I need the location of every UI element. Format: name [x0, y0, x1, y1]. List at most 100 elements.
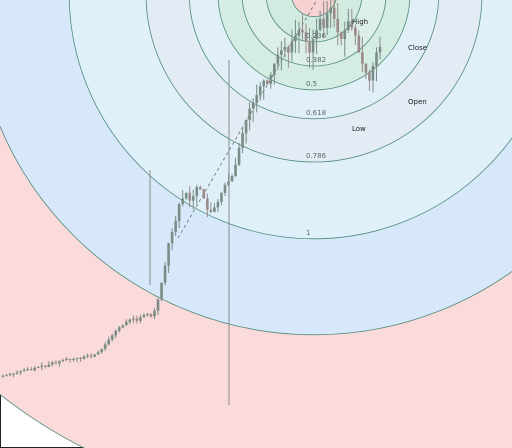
candle-body	[311, 39, 315, 53]
candle-body	[322, 18, 325, 28]
candle-body	[96, 352, 100, 355]
candle-body	[174, 220, 177, 233]
fib-level-label: 0.786	[306, 152, 327, 160]
candle-body	[86, 355, 89, 357]
candle-body	[315, 30, 318, 40]
candle-body	[301, 30, 304, 33]
candle-body	[128, 319, 132, 322]
candle-body	[22, 370, 26, 372]
candle-body	[36, 366, 40, 368]
candle-body	[135, 318, 139, 321]
candle-body	[61, 360, 65, 362]
candle-body	[5, 374, 8, 376]
candle-body	[332, 7, 336, 19]
candle-body	[209, 209, 213, 212]
candle-body	[110, 335, 114, 340]
candle-body	[19, 371, 22, 373]
candle-body	[43, 365, 47, 367]
candle-body	[51, 362, 54, 365]
candle-body	[121, 325, 125, 328]
candle-body	[153, 310, 156, 317]
candle-body	[276, 54, 280, 64]
candle-body	[265, 80, 269, 84]
candle-body	[346, 21, 350, 31]
candle-body	[149, 314, 153, 317]
candle-body	[378, 46, 382, 53]
candle-body	[290, 41, 294, 53]
candle-body	[103, 344, 107, 349]
candle-body	[272, 63, 276, 75]
candle-body	[216, 201, 220, 208]
candle-body	[237, 147, 241, 165]
ohlc-labels: High Close Open Low	[352, 18, 427, 133]
ohlc-label: Open	[408, 98, 427, 106]
candle-body	[184, 192, 188, 199]
candle-body	[142, 315, 146, 318]
candle-body	[75, 357, 79, 359]
candle-body	[15, 372, 19, 374]
candle-body	[181, 198, 184, 205]
candle-body	[371, 65, 375, 81]
candle-body	[234, 164, 237, 176]
candle-body	[1, 375, 5, 377]
candle-body	[336, 18, 340, 33]
ohlc-label: Low	[352, 125, 366, 133]
ohlc-label: Close	[408, 44, 427, 52]
candle-body	[160, 282, 163, 300]
candle-body	[199, 187, 202, 190]
candle-body	[343, 30, 347, 40]
candle-body	[297, 30, 301, 36]
candle-body	[8, 374, 12, 376]
candle-body	[79, 357, 82, 359]
candle-body	[287, 46, 290, 53]
candle-body	[357, 35, 361, 53]
candle-body	[47, 364, 51, 367]
candle-body	[117, 327, 121, 331]
candle-body	[125, 321, 128, 326]
candle-body	[361, 52, 364, 64]
candle-body	[248, 108, 251, 120]
candle-body	[188, 192, 192, 201]
ohlc-label: High	[352, 18, 368, 26]
candle-body	[269, 74, 273, 84]
candle-body	[191, 196, 195, 201]
candle-body	[89, 355, 93, 357]
candle-body	[163, 265, 167, 283]
candle-body	[375, 52, 378, 66]
candle-body	[294, 35, 297, 42]
candle-body	[177, 204, 181, 221]
candle-body	[325, 13, 329, 28]
candle-body	[364, 63, 368, 73]
candle-body	[241, 133, 244, 148]
candle-body	[68, 358, 72, 361]
candle-body	[329, 7, 332, 14]
candle-body	[262, 80, 266, 87]
candle-body	[258, 86, 262, 96]
candle-body	[304, 32, 308, 42]
fib-trend-line	[177, 0, 318, 239]
candle-body	[146, 314, 149, 316]
fib-level-label: 0.5	[306, 80, 317, 88]
candle-body	[65, 358, 68, 361]
candles	[1, 0, 382, 405]
candle-body	[202, 189, 206, 199]
candle-body	[354, 27, 357, 36]
fib-level-label: 0.618	[306, 109, 326, 117]
candle-body	[255, 95, 258, 104]
candle-body	[220, 192, 223, 202]
candle-body	[350, 21, 354, 28]
candle-body	[156, 299, 160, 311]
candle-body	[251, 103, 255, 109]
candle-body	[139, 317, 142, 321]
fib-level-label: 1	[306, 229, 310, 237]
level-labels: 0.236 0.382 0.5 0.618 0.786 1	[306, 32, 327, 237]
candle-body	[244, 119, 248, 134]
candle-body	[230, 175, 234, 182]
candle-body	[33, 367, 37, 371]
candle-body	[72, 358, 75, 361]
candle-body	[318, 18, 322, 31]
candle-body	[170, 232, 174, 244]
candle-body	[29, 369, 33, 371]
candle-body	[223, 184, 227, 193]
